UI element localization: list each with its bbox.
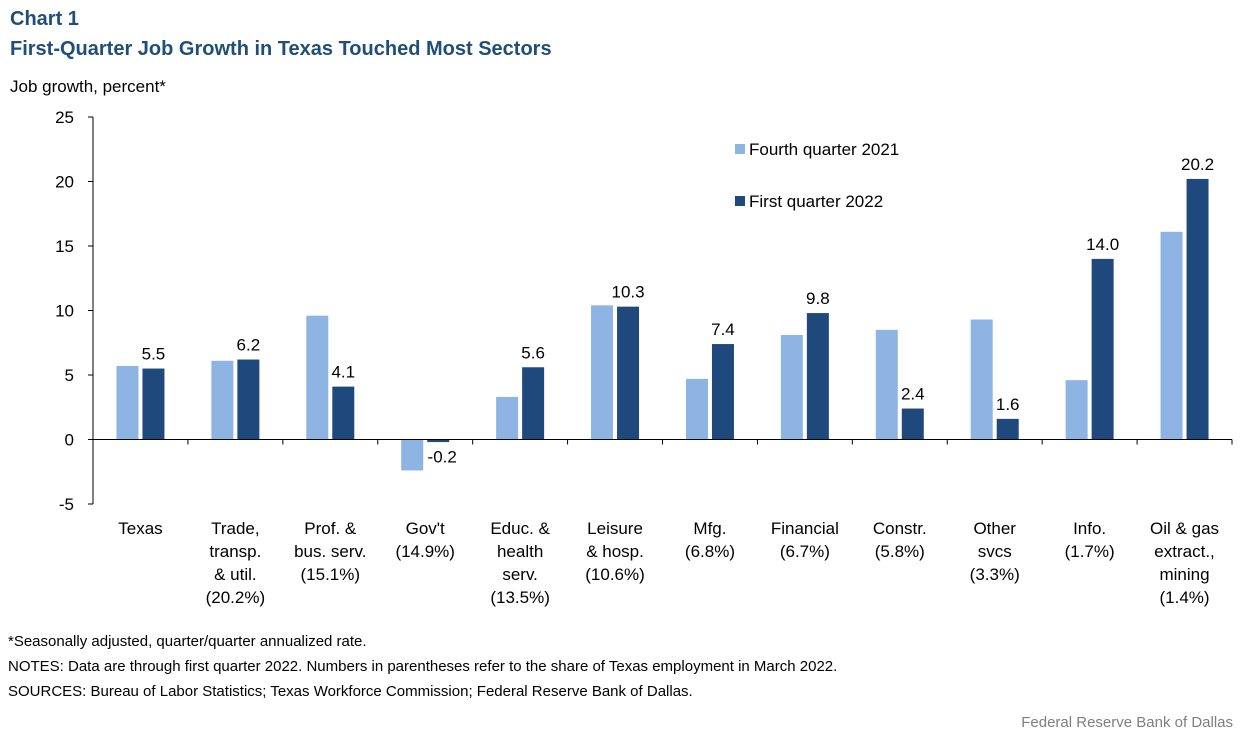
bar-q1-2022 <box>332 386 355 440</box>
data-label: 9.8 <box>806 289 830 308</box>
y-tick-label: 5 <box>65 366 74 385</box>
x-tick-label: Info. <box>1073 519 1106 538</box>
bar-q4-2021 <box>1065 380 1088 440</box>
bar-q4-2021 <box>591 305 614 440</box>
x-tick-label: Educ. & <box>490 519 550 538</box>
bar-q4-2021 <box>116 365 139 440</box>
bar-q1-2022 <box>901 408 924 440</box>
bar-q4-2021 <box>1160 231 1183 440</box>
x-tick-label: Other <box>973 519 1016 538</box>
x-tick-label: (15.1%) <box>301 565 361 584</box>
x-tick-label: (6.7%) <box>780 542 830 561</box>
credit-line: Federal Reserve Bank of Dallas <box>1021 714 1233 731</box>
x-tick-label: (1.7%) <box>1065 542 1115 561</box>
legend-label-q4-2021: Fourth quarter 2021 <box>749 140 899 159</box>
x-tick-label: health <box>497 542 543 561</box>
bar-q1-2022 <box>1186 178 1209 440</box>
bar-q4-2021 <box>401 439 424 471</box>
x-tick-label: (5.8%) <box>875 542 925 561</box>
legend-swatch-q4-2021 <box>735 144 745 154</box>
bar-q4-2021 <box>306 315 329 440</box>
x-tick-label: (20.2%) <box>206 588 266 607</box>
data-label: 10.3 <box>611 283 644 302</box>
data-label: 7.4 <box>711 320 735 339</box>
bar-q1-2022 <box>617 306 640 440</box>
footnote-seasonal: *Seasonally adjusted, quarter/quarter an… <box>8 633 367 650</box>
y-tick-label: 0 <box>65 431 74 450</box>
x-tick-label: (1.4%) <box>1160 588 1210 607</box>
y-tick-label: 25 <box>55 108 74 127</box>
bar-q1-2022 <box>806 313 829 440</box>
bar-q4-2021 <box>780 335 803 440</box>
data-label: 5.5 <box>142 345 166 364</box>
x-tick-label: svcs <box>978 542 1012 561</box>
legend-swatch-q1-2022 <box>735 196 745 206</box>
x-tick-label: bus. serv. <box>294 542 366 561</box>
x-tick-label: (14.9%) <box>395 542 455 561</box>
bar-q4-2021 <box>875 329 898 440</box>
bar-q1-2022 <box>1091 258 1114 440</box>
x-tick-label: (6.8%) <box>685 542 735 561</box>
x-tick-label: (3.3%) <box>970 565 1020 584</box>
footnote-notes: NOTES: Data are through first quarter 20… <box>8 658 838 675</box>
y-tick-label: 20 <box>55 173 74 192</box>
bar-q1-2022 <box>522 367 545 440</box>
y-tick-label: 10 <box>55 302 74 321</box>
data-label: 14.0 <box>1086 235 1119 254</box>
chart-number: Chart 1 <box>10 8 79 30</box>
x-tick-label: Texas <box>118 519 162 538</box>
bar-q4-2021 <box>211 360 234 440</box>
x-tick-label: transp. <box>209 542 261 561</box>
x-tick-label: Trade, <box>211 519 260 538</box>
bar-q1-2022 <box>711 344 734 440</box>
data-label: 2.4 <box>901 385 925 404</box>
y-axis-label: Job growth, percent* <box>10 77 166 96</box>
x-tick-label: serv. <box>502 565 538 584</box>
x-tick-label: (13.5%) <box>490 588 550 607</box>
x-tick-label: extract., <box>1154 542 1214 561</box>
bar-chart: -5 0 5 10 15 20 25 5.5 Texas 6.2 Trade, transp. & ut… <box>55 108 1233 607</box>
bar-q1-2022 <box>237 359 260 440</box>
x-tick-label: Oil & gas <box>1150 519 1219 538</box>
x-tick-label: mining <box>1159 565 1209 584</box>
x-tick-label: Financial <box>771 519 839 538</box>
bar-q1-2022 <box>142 368 165 440</box>
data-label: 1.6 <box>996 395 1020 414</box>
data-label: -0.2 <box>428 448 457 467</box>
x-tick-label: (10.6%) <box>585 565 645 584</box>
bar-q4-2021 <box>970 319 993 440</box>
bar-q1-2022 <box>996 418 1019 440</box>
y-tick-label: 15 <box>55 237 74 256</box>
bar-q1-2022 <box>427 439 450 443</box>
x-tick-label: & hosp. <box>586 542 644 561</box>
y-tick-label: -5 <box>59 495 74 514</box>
x-tick-label: & util. <box>214 565 257 584</box>
x-tick-label: Gov't <box>406 519 445 538</box>
bar-q4-2021 <box>496 396 519 440</box>
footnote-sources: SOURCES: Bureau of Labor Statistics; Tex… <box>8 683 693 700</box>
legend-label-q1-2022: First quarter 2022 <box>749 192 883 211</box>
data-label: 6.2 <box>237 336 261 355</box>
bar-q4-2021 <box>685 378 708 440</box>
x-tick-label: Prof. & <box>304 519 357 538</box>
data-label: 5.6 <box>521 343 545 362</box>
chart-title: First-Quarter Job Growth in Texas Touche… <box>10 38 552 60</box>
data-label: 20.2 <box>1181 155 1214 174</box>
data-label: 4.1 <box>331 363 355 382</box>
x-tick-label: Leisure <box>587 519 643 538</box>
x-tick-label: Mfg. <box>693 519 726 538</box>
x-tick-label: Constr. <box>873 519 927 538</box>
